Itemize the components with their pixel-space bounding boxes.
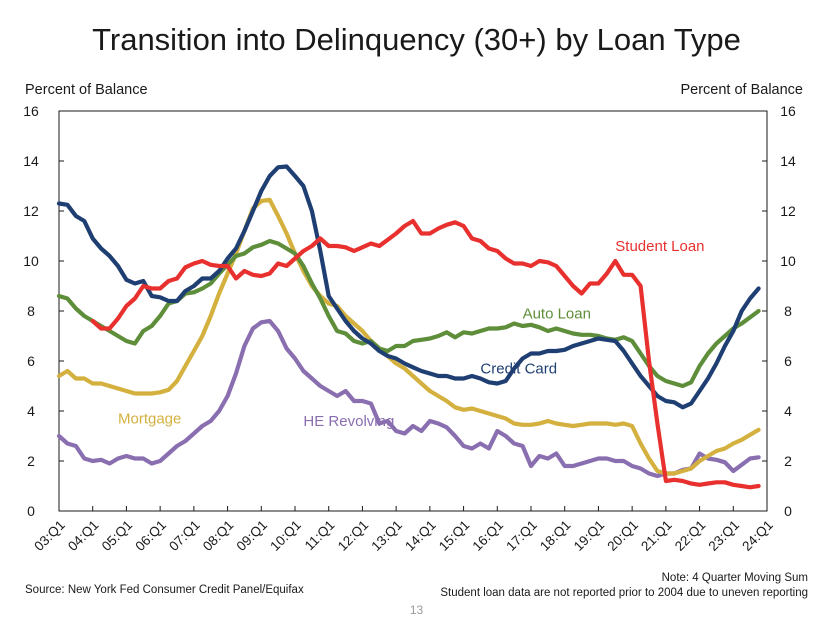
- moving-sum-note: Note: 4 Quarter Moving Sum: [661, 572, 808, 584]
- series-line-he-revolving: [56, 318, 761, 479]
- x-tick-label: 13:Q1: [368, 517, 405, 554]
- y-axis-left: 0 2 4 6 8 10 12 14 16: [23, 103, 64, 519]
- series-label-mortgage: Mortgage: [118, 411, 181, 428]
- x-tick-label: 14:Q1: [402, 517, 439, 554]
- y-axis-right: 0 2 4 6 8 10 12 14 16: [762, 103, 796, 519]
- y-tick-label-left: 14: [23, 153, 39, 169]
- y-tick-label-left: 6: [27, 353, 35, 369]
- x-tick-label: 09:Q1: [234, 517, 271, 554]
- series-line-credit-card: [56, 164, 761, 410]
- x-tick-label: 19:Q1: [571, 517, 608, 554]
- x-tick-label: 22:Q1: [672, 517, 709, 554]
- left-axis-caption: Percent of Balance: [25, 82, 148, 98]
- y-tick-label-left: 2: [27, 453, 35, 469]
- series-label-student-loan: Student Loan: [615, 238, 704, 255]
- x-tick-label: 06:Q1: [132, 517, 169, 554]
- y-tick-label-left: 0: [27, 503, 35, 519]
- y-tick-label-right: 12: [780, 203, 796, 219]
- page-number: 13: [409, 603, 424, 617]
- y-tick-label-right: 6: [784, 353, 792, 369]
- series-lines: [56, 164, 761, 490]
- x-tick-label: 05:Q1: [99, 517, 136, 554]
- x-tick-label: 15:Q1: [436, 517, 473, 554]
- x-tick-label: 18:Q1: [537, 517, 574, 554]
- x-tick-label: 21:Q1: [638, 517, 675, 554]
- x-tick-label: 11:Q1: [302, 517, 338, 553]
- y-tick-label-right: 16: [780, 103, 796, 119]
- x-tick-label: 10:Q1: [267, 517, 304, 554]
- series-line-student-loan: [90, 218, 761, 490]
- source-note: Source: New York Fed Consumer Credit Pan…: [25, 584, 304, 596]
- x-tick-label: 16:Q1: [470, 517, 507, 554]
- x-tick-label: 03:Q1: [31, 517, 68, 554]
- x-tick-label: 23:Q1: [706, 517, 743, 554]
- x-tick-label: 24:Q1: [739, 517, 776, 554]
- x-tick-label: 12:Q1: [335, 517, 372, 554]
- x-tick-label: 20:Q1: [604, 517, 641, 554]
- y-tick-label-right: 0: [784, 503, 792, 519]
- y-tick-label-right: 4: [784, 403, 792, 419]
- x-tick-label: 07:Q1: [166, 517, 203, 554]
- y-tick-label-right: 2: [784, 453, 792, 469]
- right-axis-caption: Percent of Balance: [680, 82, 803, 98]
- y-tick-label-left: 12: [23, 203, 39, 219]
- chart-title: Transition into Delinquency (30+) by Loa…: [92, 22, 741, 57]
- y-tick-label-left: 16: [23, 103, 39, 119]
- x-tick-label: 08:Q1: [200, 517, 237, 554]
- series-label-credit-card: Credit Card: [480, 361, 557, 378]
- y-tick-label-left: 10: [23, 253, 39, 269]
- series-label-he-revolving: HE Revolving: [303, 413, 394, 430]
- x-tick-label: 04:Q1: [65, 517, 102, 554]
- series-label-auto-loan: Auto Loan: [523, 306, 591, 323]
- y-tick-label-right: 8: [784, 303, 792, 319]
- x-tick-label: 17:Q1: [503, 517, 540, 554]
- y-tick-label-right: 14: [780, 153, 796, 169]
- student-loan-note: Student loan data are not reported prior…: [440, 587, 808, 599]
- x-axis: 03:Q104:Q105:Q106:Q107:Q108:Q109:Q110:Q1…: [31, 506, 776, 554]
- series-labels: Student Loan Auto Loan Credit Card Mortgage…: [118, 238, 705, 430]
- series-line-mortgage: [56, 197, 761, 476]
- y-tick-label-left: 4: [27, 403, 35, 419]
- y-tick-label-right: 10: [780, 253, 796, 269]
- y-tick-label-left: 8: [27, 303, 35, 319]
